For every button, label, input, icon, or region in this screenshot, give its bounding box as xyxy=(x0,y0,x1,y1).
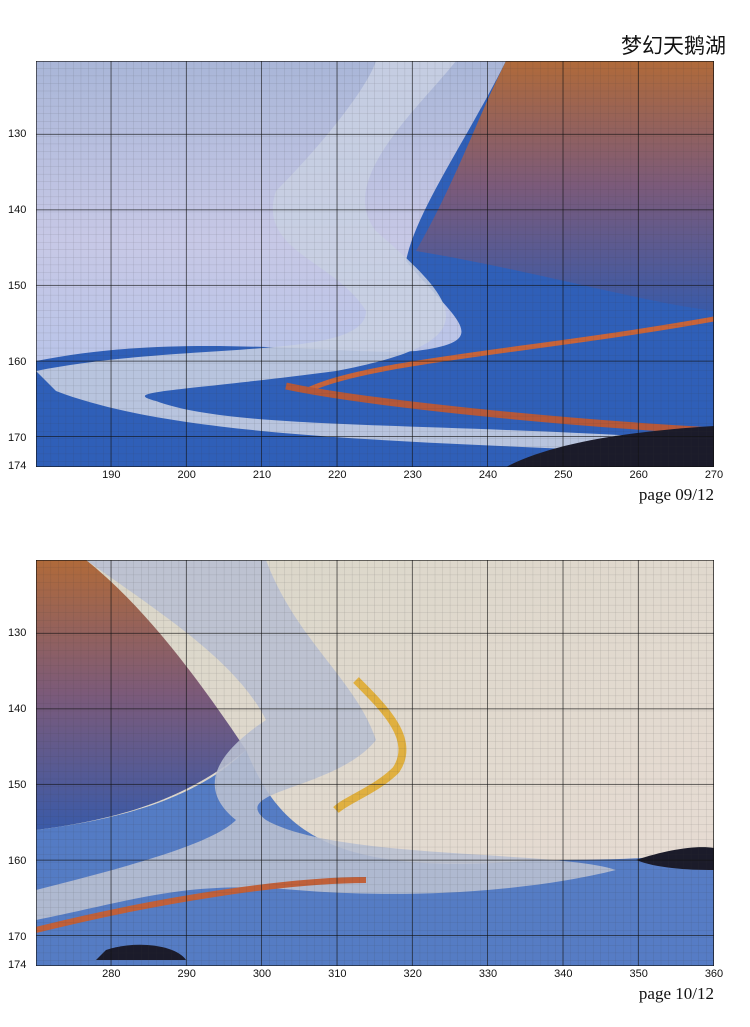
y-label: 174 xyxy=(8,460,27,472)
x-label: 310 xyxy=(328,968,347,980)
x-label: 200 xyxy=(177,469,196,481)
x-label: 220 xyxy=(328,469,347,481)
y-label: 140 xyxy=(8,703,27,715)
y-label: 130 xyxy=(8,627,27,639)
x-label: 240 xyxy=(478,469,498,481)
x-label: 320 xyxy=(403,968,422,980)
x-label: 350 xyxy=(629,968,648,980)
x-label: 330 xyxy=(478,968,498,980)
title: 梦幻天鹅湖 xyxy=(621,34,726,58)
y-label: 160 xyxy=(8,855,27,867)
y-label: 140 xyxy=(8,204,27,216)
page-number: page 09/12 xyxy=(638,485,714,504)
x-label: 280 xyxy=(102,968,121,980)
y-label: 130 xyxy=(8,128,27,140)
x-label: 290 xyxy=(177,968,196,980)
x-label: 210 xyxy=(252,469,272,481)
page-number: page 10/12 xyxy=(638,984,714,1003)
y-label: 150 xyxy=(8,280,27,292)
y-label: 160 xyxy=(8,356,27,368)
x-label: 270 xyxy=(704,469,724,481)
x-label: 300 xyxy=(252,968,272,980)
y-label: 150 xyxy=(8,779,27,791)
pattern-panel xyxy=(36,61,714,467)
pattern-panel xyxy=(36,560,714,966)
x-label: 250 xyxy=(554,469,573,481)
x-label: 190 xyxy=(102,469,121,481)
x-label: 260 xyxy=(629,469,648,481)
y-label: 174 xyxy=(8,959,27,971)
x-label: 230 xyxy=(403,469,422,481)
x-label: 340 xyxy=(554,968,573,980)
y-label: 170 xyxy=(8,931,27,943)
y-label: 170 xyxy=(8,432,27,444)
x-label: 360 xyxy=(704,968,724,980)
